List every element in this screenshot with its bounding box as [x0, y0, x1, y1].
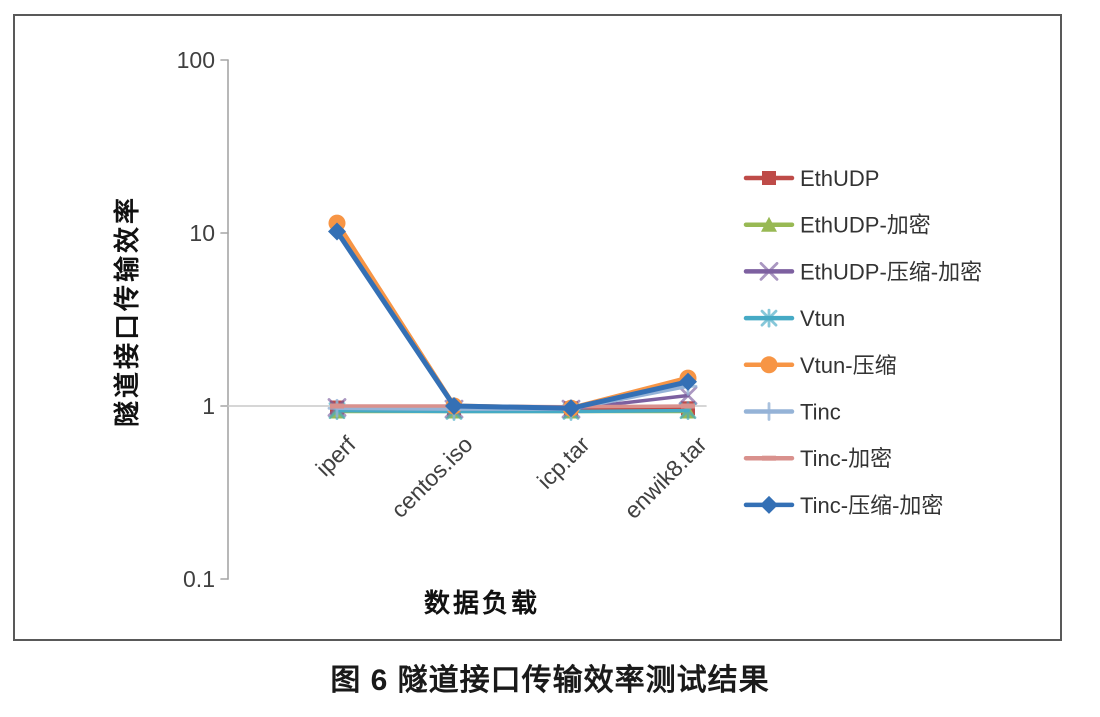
- legend-item-EthUDP-加密: EthUDP-加密: [743, 213, 931, 238]
- diamond-marker: [328, 222, 346, 241]
- triangle-marker: [761, 216, 777, 232]
- plus-marker: [759, 402, 779, 421]
- series-line: [334, 229, 691, 411]
- series-line: [335, 408, 690, 414]
- y-axis-title: 隧道接口传输效率: [112, 195, 142, 428]
- legend-item-Tinc: Tinc: [743, 400, 841, 425]
- legend-label: EthUDP-压缩-加密: [800, 259, 982, 284]
- y-tick-label: 0.1: [183, 566, 215, 592]
- legend-label: Tinc-加密: [800, 446, 892, 471]
- dash-marker: [681, 403, 695, 409]
- x-axis-title: 数据负载: [423, 588, 540, 618]
- diamond-marker: [760, 495, 778, 514]
- legend-item-EthUDP-压缩-加密: EthUDP-压缩-加密: [743, 259, 982, 284]
- asterisk-marker: [760, 308, 778, 328]
- legend-label: Tinc-压缩-加密: [800, 493, 943, 518]
- legend-item-Vtun: Vtun: [743, 306, 845, 331]
- x-category-label: centos.iso: [386, 431, 478, 523]
- legend: EthUDP EthUDP-加密 EthUDP-压缩-加密 Vtun Vtun-压缩 Ti…: [743, 166, 982, 518]
- y-tick-label: 1: [202, 393, 215, 419]
- legend-label: Vtun: [800, 306, 845, 331]
- legend-item-Tinc-加密: Tinc-加密: [743, 446, 892, 471]
- y-tick-label: 10: [189, 220, 215, 246]
- x-axis-labels: iperf centos.iso icp.tar enwik8.tar: [311, 431, 712, 524]
- legend-item-EthUDP: EthUDP: [743, 166, 879, 191]
- diamond-marker: [679, 372, 697, 391]
- diamond-marker: [562, 399, 580, 418]
- dash-marker: [762, 455, 776, 461]
- x-marker: [759, 261, 779, 281]
- x-category-label: iperf: [311, 431, 361, 481]
- series-Tinc-压缩-加密: [328, 222, 697, 418]
- series-Vtun-压缩: [328, 214, 697, 417]
- legend-label: EthUDP-加密: [800, 213, 931, 238]
- legend-item-Vtun-压缩: Vtun-压缩: [743, 353, 897, 378]
- y-axis: 100 10 1 0.1: [177, 47, 229, 592]
- x-category-label: enwik8.tar: [619, 431, 712, 524]
- legend-label: Tinc: [800, 400, 841, 425]
- legend-label: EthUDP: [800, 166, 879, 191]
- y-tick-label: 100: [177, 47, 215, 73]
- diamond-marker: [445, 397, 463, 415]
- legend-label: Vtun-压缩: [800, 353, 897, 378]
- figure-caption: 图 6 隧道接口传输效率测试结果: [330, 664, 770, 697]
- x-category-label: icp.tar: [532, 431, 595, 494]
- series-line: [334, 220, 691, 411]
- dash-marker: [330, 403, 344, 409]
- chart-frame: [13, 14, 1062, 641]
- circle-marker: [760, 356, 778, 374]
- legend-item-Tinc-压缩-加密: Tinc-压缩-加密: [743, 493, 943, 518]
- square-marker: [762, 171, 776, 185]
